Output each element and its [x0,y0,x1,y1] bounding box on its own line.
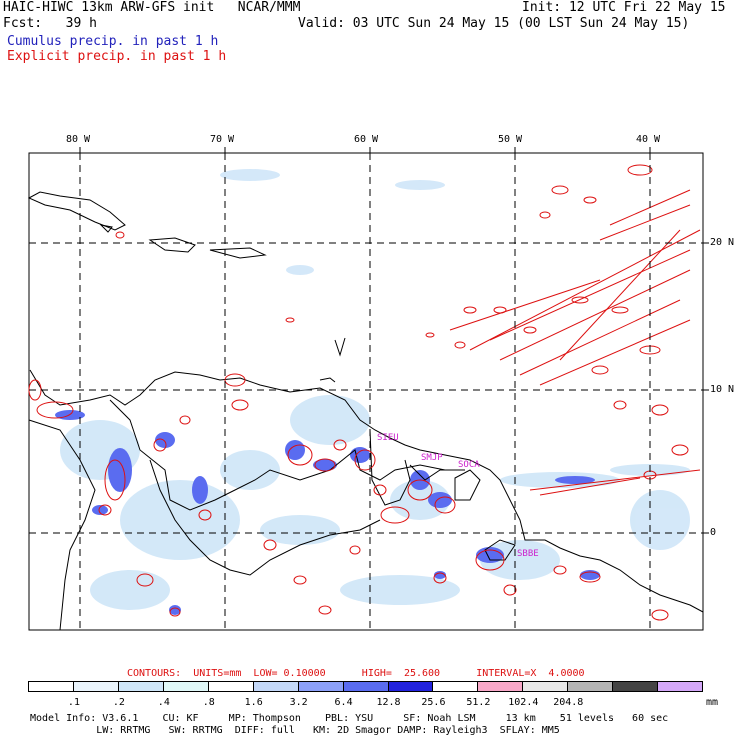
colorbar-swatch [162,681,209,692]
model-info-line1: Model Info: V3.6.1 CU: KF MP: Thompson P… [30,713,669,724]
colorbar-swatch [567,681,614,692]
colorbar-unit: mm [706,697,719,708]
station-sbbe: SBBE [517,549,539,559]
colorbar-swatch [117,681,164,692]
station-soca: SOCA [458,460,480,470]
colorbar-swatch [477,681,524,692]
contour-info: CONTOURS: UNITS=mm LOW= 0.10000 HIGH= 25… [127,668,585,679]
init-time: Init: 12 UTC Fri 22 May 15 [522,0,726,15]
colorbar-tick-label: .1 [67,697,80,708]
colorbar-swatch [252,681,299,692]
colorbar-swatch [657,681,704,692]
cumulus-legend: Cumulus precip. in past 1 h [7,34,219,49]
colorbar-swatch [28,681,74,692]
colorbar-swatch [72,681,119,692]
lat-label-10n: 10 N [710,384,735,395]
colorbar-swatch [387,681,434,692]
frame-ticks [79,147,709,534]
colorbar-tick-label: 12.8 [376,697,401,708]
model-info-line2: LW: RRTMG SW: RRTMG DIFF: full KM: 2D Sm… [30,725,560,736]
colorbar-swatch [612,681,659,692]
map-frame [28,152,704,631]
colorbar-swatch [207,681,254,692]
colorbar-swatch [342,681,389,692]
lat-label-0: 0 [710,527,717,538]
valid-time: Valid: 03 UTC Sun 24 May 15 (00 LST Sun … [298,16,690,31]
colorbar-tick-label: 204.8 [553,697,584,708]
lon-label-70w: 70 W [210,134,235,145]
lon-label-60w: 60 W [354,134,379,145]
explicit-legend: Explicit precip. in past 1 h [7,49,227,64]
coastlines [27,191,704,631]
station-sieu: SIEU [377,433,399,443]
lat-label-20n: 20 N [710,237,735,248]
station-smjp: SMJP [421,453,443,463]
colorbar-tick-label: .8 [202,697,215,708]
lon-label-80w: 80 W [66,134,91,145]
colorbar-swatch [522,681,569,692]
lon-label-40w: 40 W [636,134,661,145]
colorbar-swatch [297,681,344,692]
colorbar-swatch [432,681,479,692]
lon-label-50w: 50 W [498,134,523,145]
colorbar-tick-label: 3.2 [289,697,308,708]
colorbar-tick-label: 6.4 [334,697,353,708]
lat-lon-grid [29,153,703,630]
colorbar-tick-label: 51.2 [466,697,491,708]
colorbar-tick-label: 102.4 [508,697,539,708]
colorbar-tick-label: .4 [157,697,170,708]
model-title: HAIC-HIWC 13km ARW-GFS init NCAR/MMM [3,0,301,15]
colorbar-tick-label: 25.6 [421,697,446,708]
cumulus-light-areas [60,169,690,610]
colorbar [28,681,704,692]
forecast-hour: Fcst: 39 h [3,16,97,31]
cumulus-heavy-areas [55,410,600,615]
colorbar-tick-label: .2 [112,697,125,708]
colorbar-tick-label: 1.6 [244,697,263,708]
